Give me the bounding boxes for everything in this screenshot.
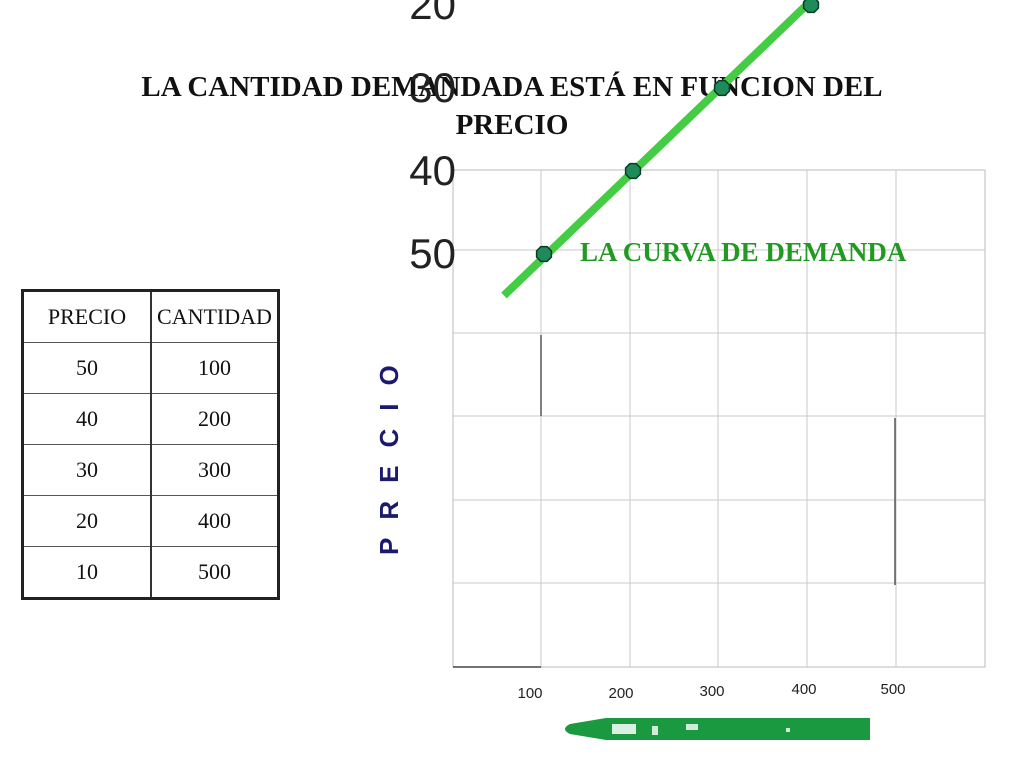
table-cell-precio: 40 — [22, 393, 152, 445]
table-row: 20 400 — [22, 495, 279, 547]
table-cell-precio: 10 — [22, 546, 152, 599]
y-tick-labels: 5040302010 — [409, 0, 456, 277]
y-axis-label: PRECIO — [374, 347, 404, 555]
x-axis-label-banner — [565, 718, 870, 740]
page-title-line-2: PRECIO — [455, 109, 569, 141]
demand-curve-line — [501, 0, 818, 299]
table-cell-cantidad: 300 — [150, 444, 279, 496]
x-tick-labels: 100 200 300 400 500 — [517, 681, 905, 702]
y-tick-label: 40 — [409, 147, 456, 194]
x-tick-label: 300 — [699, 683, 724, 700]
data-point — [624, 162, 642, 180]
table-row: 30 300 — [22, 444, 279, 496]
data-point — [535, 245, 553, 263]
table-row: 40 200 — [22, 393, 279, 445]
table-cell-cantidad: 200 — [150, 393, 279, 445]
grid-lines — [453, 170, 985, 668]
y-tick-label: 20 — [409, 0, 456, 28]
table-row: 10 500 — [22, 546, 279, 599]
data-point — [713, 79, 731, 97]
x-tick-label: 100 — [517, 685, 542, 702]
table-header-cantidad: CANTIDAD — [150, 290, 279, 343]
data-point — [802, 0, 820, 14]
table-header-row: PRECIO CANTIDAD — [22, 290, 279, 343]
page-title-line-1: LA CANTIDAD DEMANDADA ESTÁ EN FUNCION DE… — [141, 71, 883, 103]
table-cell-precio: 20 — [22, 495, 152, 547]
x-tick-label: 500 — [880, 681, 905, 698]
y-tick-label: 30 — [409, 64, 456, 111]
curve-label: LA CURVA DE DEMANDA — [580, 237, 907, 267]
x-tick-label: 400 — [791, 681, 816, 698]
table-cell-cantidad: 500 — [150, 546, 279, 599]
x-tick-label: 200 — [608, 685, 633, 702]
plot-frame — [452, 169, 986, 668]
price-quantity-table: PRECIO CANTIDAD 50 100 40 200 30 300 20 … — [21, 289, 280, 600]
y-tick-label: 50 — [409, 230, 456, 277]
page-title: LA CANTIDAD DEMANDADA ESTÁ EN FUNCION DE… — [0, 68, 1024, 144]
data-markers — [535, 0, 820, 263]
table-header-precio: PRECIO — [22, 290, 152, 343]
table-cell-cantidad: 400 — [150, 495, 279, 547]
